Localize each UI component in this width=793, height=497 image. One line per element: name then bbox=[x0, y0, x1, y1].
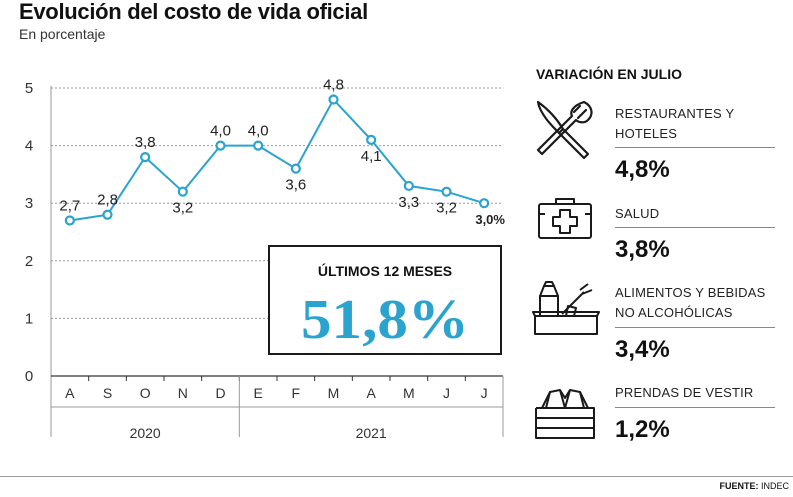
x-tick-label: A bbox=[366, 385, 376, 401]
category-label-restaurantes: RESTAURANTES Y HOTELES bbox=[615, 104, 734, 144]
data-label: 3,2 bbox=[172, 200, 193, 217]
data-label: 2,8 bbox=[97, 192, 118, 209]
data-label: 2,7 bbox=[59, 197, 80, 214]
x-tick-label: N bbox=[178, 385, 188, 401]
y-tick-label: 3 bbox=[25, 195, 33, 212]
x-tick-label: E bbox=[253, 385, 262, 401]
source-note: FUENTE: INDEC bbox=[719, 481, 789, 491]
y-tick-label: 5 bbox=[25, 80, 33, 97]
divider bbox=[615, 327, 775, 328]
label-line: ALIMENTOS Y BEBIDAS bbox=[615, 285, 766, 300]
data-label: 3,0% bbox=[475, 212, 505, 227]
category-value-alimentos: 3,4% bbox=[615, 336, 670, 363]
data-point bbox=[479, 198, 490, 209]
data-point bbox=[140, 152, 151, 163]
label-line: RESTAURANTES Y bbox=[615, 106, 735, 121]
callout-label: ÚLTIMOS 12 MESES bbox=[318, 262, 452, 279]
data-label: 4,8 bbox=[323, 77, 344, 94]
category-value-prendas: 1,2% bbox=[615, 416, 670, 443]
x-tick-label: M bbox=[328, 385, 340, 401]
y-tick-label: 0 bbox=[25, 368, 33, 385]
divider bbox=[615, 227, 775, 228]
category-label-salud: SALUD bbox=[615, 204, 659, 224]
data-label: 3,3 bbox=[398, 194, 419, 211]
folded-clothes-icon bbox=[535, 389, 595, 439]
category-value-restaurantes: 4,8% bbox=[615, 156, 670, 183]
label-line: NO ALCOHÓLICAS bbox=[615, 305, 733, 320]
data-point bbox=[328, 94, 339, 105]
data-point bbox=[403, 180, 414, 192]
sidebar-heading: VARIACIÓN EN JULIO bbox=[536, 66, 682, 82]
category-label-alimentos: ALIMENTOS Y BEBIDAS NO ALCOHÓLICAS bbox=[615, 283, 765, 323]
data-point bbox=[253, 140, 264, 151]
data-label: 4,0 bbox=[210, 123, 231, 140]
y-tick-label: 4 bbox=[25, 138, 33, 155]
data-label: 3,6 bbox=[285, 177, 306, 194]
x-tick-label: D bbox=[215, 385, 225, 401]
y-tick-label: 1 bbox=[25, 310, 33, 327]
x-tick-label: J bbox=[443, 385, 450, 401]
data-label: 3,8 bbox=[135, 134, 156, 151]
data-label: 4,0 bbox=[248, 123, 269, 140]
divider bbox=[615, 147, 775, 148]
divider bbox=[615, 407, 775, 408]
first-aid-kit-icon bbox=[538, 198, 592, 239]
data-point bbox=[366, 134, 377, 145]
footer-divider bbox=[0, 476, 793, 477]
year-label: 2020 bbox=[130, 425, 161, 441]
data-point bbox=[64, 215, 75, 226]
x-tick-label: M bbox=[403, 385, 415, 401]
data-point bbox=[290, 163, 301, 174]
x-tick-label: A bbox=[65, 385, 75, 401]
category-label-prendas: PRENDAS DE VESTIR bbox=[615, 383, 754, 403]
source-label: FUENTE: bbox=[719, 481, 759, 491]
label-line: PRENDAS DE VESTIR bbox=[615, 385, 754, 400]
x-tick-label: F bbox=[292, 385, 301, 401]
data-point bbox=[441, 186, 452, 197]
data-point bbox=[102, 209, 113, 220]
fork-knife-icon bbox=[536, 100, 593, 160]
data-point bbox=[215, 140, 226, 151]
data-point bbox=[177, 186, 188, 197]
data-label: 3,2 bbox=[436, 200, 457, 217]
label-line: SALUD bbox=[615, 206, 660, 221]
data-label: 4,1 bbox=[361, 148, 382, 165]
line-chart: 0 1 2 3 4 5 A S O N D E F M A M J J 2020 2021 2,7 2,8 3,8 3,2 4,… bbox=[25, 77, 506, 441]
chart-subtitle: En porcentaje bbox=[19, 26, 106, 42]
source-value: INDEC bbox=[760, 481, 789, 491]
year-label: 2021 bbox=[356, 425, 387, 441]
callout-box bbox=[268, 245, 502, 355]
grocery-basket-icon bbox=[532, 281, 600, 335]
category-value-salud: 3,8% bbox=[615, 236, 670, 263]
chart-title: Evolución del costo de vida oficial bbox=[19, 0, 368, 24]
label-line: HOTELES bbox=[615, 126, 678, 141]
callout-value: 51,8% bbox=[301, 289, 469, 351]
x-tick-label: O bbox=[140, 385, 151, 401]
x-tick-label: J bbox=[481, 385, 488, 401]
x-tick-label: S bbox=[103, 385, 112, 401]
y-tick-label: 2 bbox=[25, 253, 33, 270]
series-line bbox=[69, 97, 485, 222]
